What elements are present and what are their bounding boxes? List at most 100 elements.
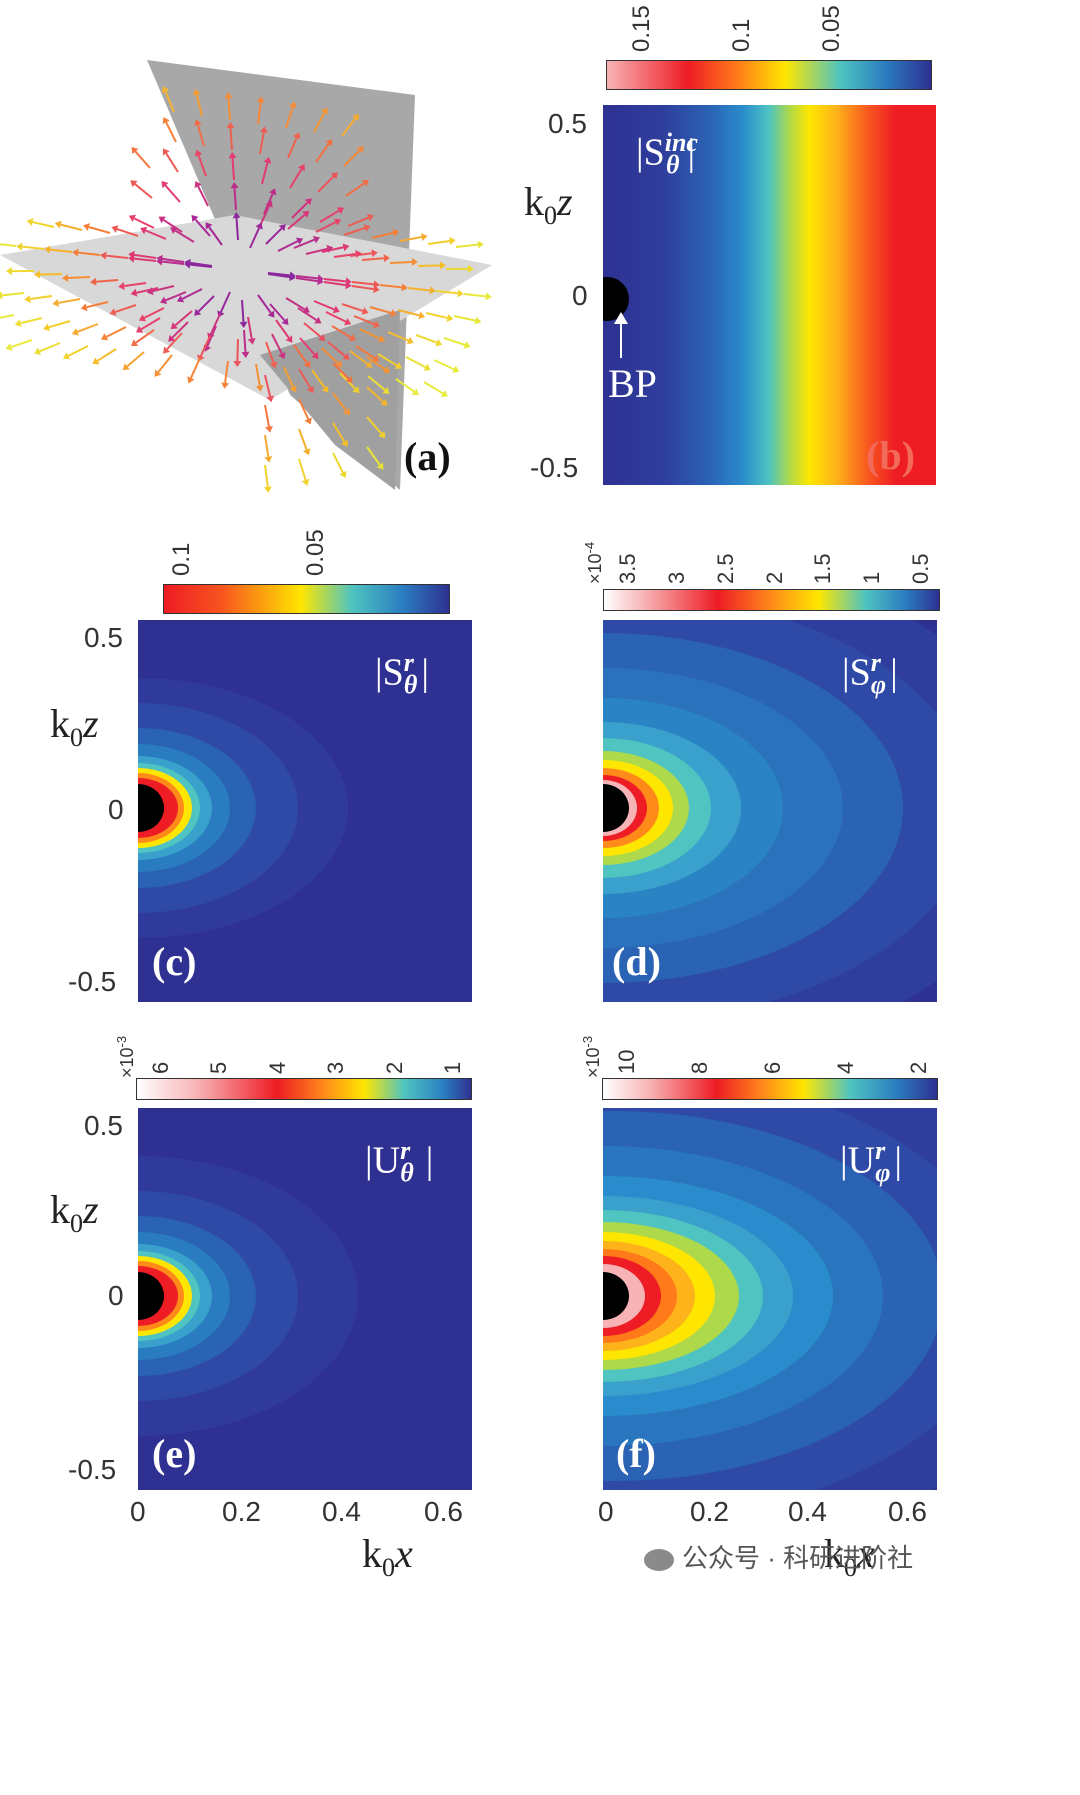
field-arrow <box>371 231 394 239</box>
field-arrow-head <box>341 439 348 447</box>
field-arrow-head <box>154 369 162 377</box>
field-arrow-head <box>24 295 31 303</box>
field-arrow <box>327 341 346 357</box>
field-arrow <box>389 260 413 264</box>
y-tick: 0.5 <box>84 1110 123 1141</box>
field-arrow-head <box>263 156 272 164</box>
field-arrow-head <box>336 207 345 215</box>
field-arrow-head <box>292 132 301 140</box>
field-arrow <box>136 287 159 294</box>
colorbar-tick: 6 <box>760 1061 785 1074</box>
field-arrow-head <box>80 303 88 312</box>
field-arrow-head <box>54 220 62 229</box>
field-arrow-head <box>278 351 286 360</box>
field-arrow-head <box>301 478 310 486</box>
colorbar-tick: 2 <box>761 571 787 584</box>
x-tick: 0.2 <box>690 1496 729 1527</box>
colorbar-d <box>603 589 940 611</box>
field-arrow-head <box>363 224 371 232</box>
field-arrow-head <box>333 218 342 226</box>
field-arrow-head <box>191 215 199 223</box>
field-arrow-head <box>411 257 418 266</box>
field-arrow-head <box>268 188 277 196</box>
field-arrow <box>295 275 318 280</box>
field-arrow <box>78 251 101 256</box>
field-arrow <box>271 333 283 355</box>
colorbar-tick: 5 <box>206 1061 232 1074</box>
colorbar-tick: 4 <box>833 1061 858 1074</box>
field-arrow <box>399 236 422 242</box>
colorbar-scale: ×10-3 <box>580 1035 603 1078</box>
field-arrow <box>197 154 207 177</box>
field-arrow-head <box>156 257 163 266</box>
field-arrow-head <box>228 152 237 159</box>
field-arrow-head <box>138 314 147 322</box>
x-tick: 0.6 <box>888 1496 927 1527</box>
field-arrow-head <box>304 417 312 425</box>
field-arrow <box>319 209 340 223</box>
field-arrow-head <box>100 333 109 341</box>
panel-label-d: (d) <box>612 939 661 984</box>
field-arrow-head <box>320 107 328 115</box>
field-arrow-head <box>317 274 324 283</box>
panel-label-a: (a) <box>404 434 451 479</box>
field-arrow <box>453 315 476 322</box>
field-arrow <box>0 314 15 319</box>
field-arrow <box>275 319 290 339</box>
field-arrow-head <box>224 92 233 99</box>
field-arrow-head <box>474 316 482 325</box>
colorbar-tick: 2 <box>381 1061 407 1074</box>
colorbar-tick: 0.15 <box>628 5 655 52</box>
field-arrow-head <box>361 179 369 187</box>
y-axis-label: k0z <box>50 701 99 752</box>
field-arrow-head <box>302 306 310 313</box>
field-arrow <box>133 217 155 229</box>
field-arrow-head <box>281 317 289 325</box>
field-arrow <box>332 392 348 412</box>
field-arrow-head <box>420 233 428 242</box>
heatmap-e <box>138 1108 472 1490</box>
field-arrow <box>415 334 437 344</box>
field-arrow-head <box>256 96 265 103</box>
field-arrow-head <box>321 385 329 393</box>
field-arrow-head <box>62 352 71 360</box>
field-arrow-head <box>170 227 178 234</box>
field-arrow <box>10 339 33 348</box>
field-arrow <box>181 288 203 300</box>
field-arrow <box>134 257 157 262</box>
field-arrow-head <box>170 322 178 330</box>
horizontal-plane <box>0 215 492 400</box>
panel-label-b: (b) <box>866 433 915 478</box>
field-arrow <box>231 157 235 181</box>
field-arrow-head <box>233 360 242 367</box>
field-arrow <box>407 287 430 292</box>
field-arrow <box>351 281 374 286</box>
field-arrow-head <box>0 291 3 300</box>
field-arrow <box>165 152 179 173</box>
field-arrow-head <box>377 335 386 343</box>
field-arrow-head <box>463 341 471 349</box>
field-arrow-head <box>158 216 166 224</box>
field-arrow-head <box>267 310 275 318</box>
field-arrow-head <box>241 351 250 358</box>
field-arrow <box>299 337 316 356</box>
field-arrow-head <box>90 277 97 286</box>
field-arrow <box>265 341 275 364</box>
colorbar-tick: 3.5 <box>615 553 640 584</box>
field-arrow <box>134 150 151 169</box>
field-arrow <box>298 368 312 389</box>
field-arrow <box>114 304 137 313</box>
field-arrow <box>2 292 25 297</box>
field-arrow <box>343 227 366 236</box>
field-arrow-head <box>477 240 484 249</box>
field-arrow <box>361 257 385 261</box>
field-arrow-head <box>255 222 263 230</box>
field-arrow-head <box>401 283 408 292</box>
field-arrow-head <box>304 198 312 206</box>
field-arrow <box>287 213 306 230</box>
field-arrow <box>143 307 165 319</box>
field-arrow <box>190 263 213 268</box>
field-arrow <box>134 183 153 199</box>
field-arrow <box>259 132 265 155</box>
field-arrow-head <box>146 287 154 296</box>
